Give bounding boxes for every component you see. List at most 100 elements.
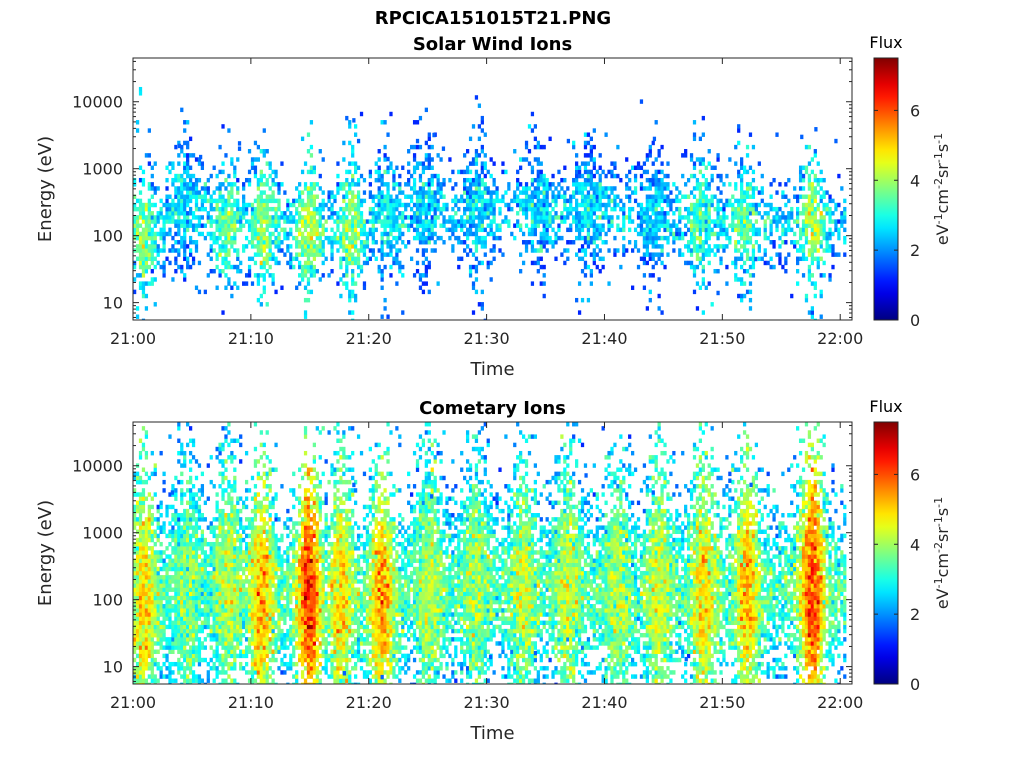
spectrogram-cell bbox=[548, 219, 552, 224]
spectrogram-cell bbox=[209, 235, 213, 241]
spectrogram-cell bbox=[454, 223, 458, 228]
spectrogram-cell bbox=[533, 215, 537, 220]
spectrogram-cell bbox=[133, 260, 137, 266]
spectrogram-cell bbox=[825, 231, 829, 237]
spectrogram-cell bbox=[171, 165, 175, 170]
spectrogram-cell bbox=[224, 153, 228, 158]
spectrogram-cell bbox=[351, 182, 355, 187]
spectrogram-cell bbox=[133, 264, 137, 270]
spectrogram-cell bbox=[383, 194, 387, 199]
spectrogram-cell bbox=[135, 314, 140, 319]
spectrogram-cell bbox=[825, 202, 829, 208]
spectrogram-cell bbox=[645, 215, 649, 220]
spectrogram-cell bbox=[188, 223, 193, 228]
spectrogram-cell bbox=[165, 206, 169, 212]
spectrogram-cell bbox=[560, 186, 564, 191]
spectrogram-cell bbox=[442, 194, 446, 199]
spectrogram-cell bbox=[560, 219, 564, 224]
spectrogram-cell bbox=[692, 219, 697, 224]
spectrogram-cell bbox=[159, 612, 163, 617]
spectrogram-cell bbox=[418, 144, 423, 150]
spectrogram-cell bbox=[751, 169, 756, 175]
spectrogram-cell bbox=[342, 182, 346, 187]
spectrogram-cell bbox=[180, 492, 184, 497]
spectrogram-cell bbox=[530, 194, 535, 199]
spectrogram-cell bbox=[212, 620, 216, 626]
spectrogram-cell bbox=[303, 161, 308, 166]
spectrogram-cell bbox=[133, 177, 137, 183]
spectrogram-cell bbox=[265, 202, 269, 208]
spectrogram-cell bbox=[165, 637, 169, 642]
spectrogram-cell bbox=[822, 202, 826, 208]
spectrogram-cell bbox=[168, 645, 172, 650]
spectrogram-cell bbox=[203, 591, 207, 597]
spectrogram-cell bbox=[751, 206, 756, 212]
spectrogram-cell bbox=[206, 231, 210, 237]
spectrogram-cell bbox=[212, 484, 216, 489]
spectrogram-cell bbox=[684, 260, 688, 266]
spectrogram-cell bbox=[168, 533, 172, 539]
spectrogram-cell bbox=[628, 227, 632, 233]
spectrogram-cell bbox=[147, 198, 151, 204]
spectrogram-cell bbox=[168, 579, 172, 584]
spectrogram-cell bbox=[168, 215, 172, 220]
spectrogram-cell bbox=[183, 521, 187, 526]
spectrogram-cell bbox=[580, 161, 585, 166]
spectrogram-cell bbox=[150, 186, 154, 191]
spectrogram-cell bbox=[221, 260, 225, 266]
spectrogram-cell bbox=[418, 223, 423, 228]
spectrogram-cell bbox=[203, 595, 207, 601]
spectrogram-cell bbox=[174, 616, 178, 621]
spectrogram-cell bbox=[513, 223, 517, 228]
spectrogram-cell bbox=[457, 198, 461, 204]
spectrogram-cell bbox=[427, 190, 431, 195]
spectrogram-cell bbox=[686, 177, 691, 183]
spectrogram-cell bbox=[575, 165, 579, 170]
spectrogram-cell bbox=[651, 223, 655, 228]
spectrogram-cell bbox=[159, 579, 163, 584]
spectrogram-cell bbox=[424, 194, 428, 199]
spectrogram-cell bbox=[345, 227, 349, 233]
spectrogram-cell bbox=[144, 537, 149, 543]
spectrogram-cell bbox=[186, 153, 190, 158]
spectrogram-cell bbox=[156, 566, 160, 572]
spectrogram-cell bbox=[722, 182, 726, 187]
spectrogram-cell bbox=[138, 235, 143, 241]
spectrogram-cell bbox=[519, 157, 523, 162]
spectrogram-cell bbox=[421, 182, 426, 187]
spectrogram-cell bbox=[409, 219, 414, 224]
spectrogram-cell bbox=[186, 550, 190, 555]
spectrogram-cell bbox=[392, 202, 396, 208]
spectrogram-cell bbox=[215, 653, 219, 659]
spectrogram-cell bbox=[138, 541, 143, 547]
spectrogram-cell bbox=[734, 144, 738, 150]
spectrogram-cell bbox=[745, 186, 750, 191]
spectrogram-cell bbox=[356, 182, 361, 187]
spectrogram-cell bbox=[660, 194, 664, 199]
spectrogram-cell bbox=[542, 186, 546, 191]
spectrogram-cell bbox=[203, 235, 207, 241]
spectrogram-cell bbox=[186, 546, 190, 551]
spectrogram-cell bbox=[430, 215, 434, 220]
spectrogram-cell bbox=[242, 223, 246, 228]
spectrogram-cell bbox=[224, 678, 228, 683]
spectrogram-cell bbox=[218, 442, 222, 448]
spectrogram-cell bbox=[230, 202, 234, 208]
spectrogram-cell bbox=[692, 186, 697, 191]
spectrogram-cell bbox=[722, 223, 726, 228]
spectrogram-cell bbox=[268, 215, 272, 220]
spectrogram-cell bbox=[362, 248, 367, 253]
spectrogram-cell bbox=[740, 186, 744, 191]
spectrogram-cell bbox=[471, 252, 476, 257]
spectrogram-cell bbox=[247, 182, 252, 187]
spectrogram-cell bbox=[180, 235, 184, 241]
spectrogram-cell bbox=[336, 240, 340, 245]
spectrogram-cell bbox=[206, 177, 210, 183]
spectrogram-cell bbox=[359, 240, 364, 245]
spectrogram-cell bbox=[256, 144, 261, 150]
spectrogram-cell bbox=[177, 595, 181, 601]
spectrogram-cell bbox=[133, 202, 137, 208]
spectrogram-cell bbox=[242, 182, 246, 187]
spectrogram-cell bbox=[516, 202, 520, 208]
spectrogram-cell bbox=[306, 244, 311, 249]
